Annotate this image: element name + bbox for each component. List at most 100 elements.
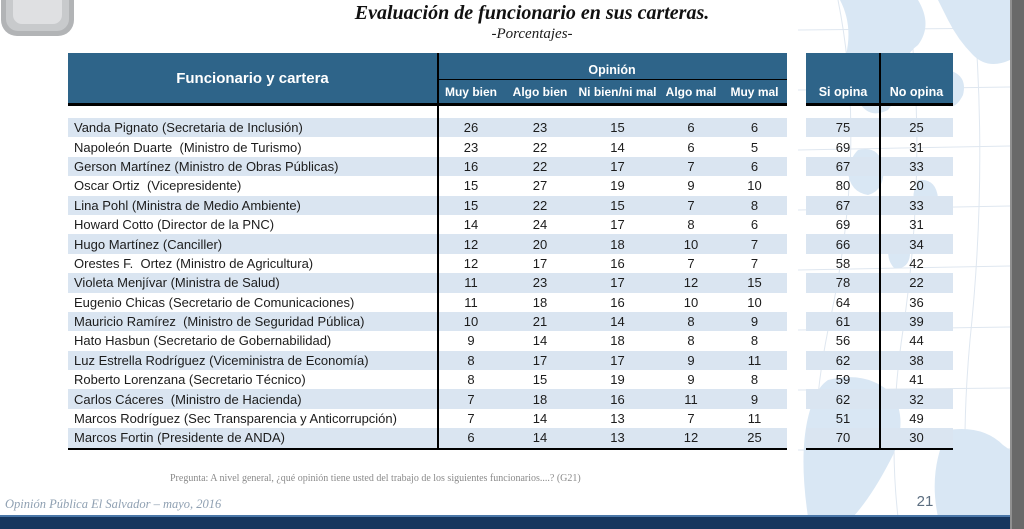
row-main: Mauricio Ramírez (Ministro de Seguridad … — [68, 311, 787, 332]
table-row: Mauricio Ramírez (Ministro de Seguridad … — [68, 311, 953, 332]
page-title: Evaluación de funcionario en sus cartera… — [354, 2, 710, 24]
table-row: Violeta Menjívar (Ministra de Salud) 11 … — [68, 273, 953, 293]
value-algo-mal: 6 — [687, 139, 695, 155]
row-main: Luz Estrella Rodríguez (Viceministra de … — [68, 350, 787, 371]
column-group-opinion: Opinión — [437, 53, 787, 80]
value-muy-bien: 14 — [463, 217, 479, 233]
value-muy-bien: 12 — [463, 255, 479, 271]
value-muy-bien: 15 — [463, 178, 479, 194]
row-main: Vanda Pignato (Secretaria de Inclusión) … — [68, 118, 787, 138]
funcionario-name: Marcos Rodríguez (Sec Transparencia y An… — [74, 411, 397, 427]
value-muy-mal: 11 — [747, 352, 762, 368]
funcionario-name: Gerson Martínez (Ministro de Obras Públi… — [74, 158, 339, 174]
value-si-opina: 67 — [835, 158, 851, 174]
value-muy-bien: 15 — [463, 197, 479, 213]
row-gap — [787, 234, 806, 253]
window-edge — [1010, 0, 1024, 529]
value-algo-bien: 23 — [532, 120, 548, 136]
row-main: Marcos Rodríguez (Sec Transparencia y An… — [68, 409, 787, 428]
value-algo-mal: 12 — [683, 275, 699, 291]
value-muy-bien: 6 — [467, 430, 475, 446]
row-gap — [787, 370, 806, 389]
value-muy-bien: 23 — [463, 139, 479, 155]
value-no-opina: 20 — [909, 178, 924, 194]
value-algo-bien: 24 — [532, 217, 548, 233]
value-no-opina: 22 — [909, 275, 924, 291]
value-si-opina: 59 — [835, 372, 851, 388]
value-muy-mal: 25 — [747, 430, 762, 446]
column-header-muy-bien: Muy bien — [444, 84, 497, 99]
value-algo-mal: 11 — [684, 391, 698, 407]
funcionario-name: Violeta Menjívar (Ministra de Salud) — [74, 275, 280, 291]
row-gap — [787, 215, 806, 234]
value-no-opina: 31 — [909, 217, 924, 233]
value-muy-mal: 8 — [750, 333, 759, 349]
value-muy-bien: 12 — [463, 236, 479, 252]
value-ni-bien-ni-mal: 19 — [610, 178, 625, 194]
row-main: Howard Cotto (Director de la PNC) 14 24 … — [68, 215, 787, 234]
row-main: Roberto Lorenzana (Secretario Técnico) 8… — [68, 370, 787, 389]
row-opina: 58 42 — [806, 254, 953, 273]
page-number: 21 — [916, 493, 934, 510]
table-row: Howard Cotto (Director de la PNC) 14 24 … — [68, 215, 953, 234]
funcionario-name: Orestes F. Ortez (Ministro de Agricultur… — [74, 255, 314, 271]
value-ni-bien-ni-mal: 17 — [610, 217, 625, 233]
value-si-opina: 80 — [835, 178, 851, 194]
value-si-opina: 75 — [835, 120, 851, 136]
table-row: Roberto Lorenzana (Secretario Técnico) 8… — [68, 370, 953, 389]
value-muy-mal: 15 — [747, 275, 762, 291]
value-algo-mal: 9 — [687, 352, 695, 368]
value-algo-mal: 9 — [687, 372, 695, 388]
table-bottom-border — [68, 448, 787, 450]
value-si-opina: 70 — [835, 430, 851, 446]
value-algo-bien: 18 — [532, 294, 548, 310]
row-gap — [787, 409, 806, 428]
value-si-opina: 66 — [835, 236, 851, 252]
value-algo-bien: 15 — [532, 372, 548, 388]
value-algo-mal: 7 — [687, 197, 695, 213]
funcionario-name: Oscar Ortiz (Vicepresidente) — [74, 178, 242, 194]
app-logo-icon — [1, 0, 74, 36]
column-header-algo-bien: Algo bien — [512, 84, 568, 99]
funcionario-name: Marcos Fortin (Presidente de ANDA) — [74, 430, 285, 446]
row-main: Lina Pohl (Ministra de Medio Ambiente) 1… — [68, 195, 787, 215]
column-header-muy-mal: Muy mal — [730, 84, 779, 99]
value-no-opina: 39 — [909, 314, 924, 330]
value-no-opina: 33 — [909, 197, 924, 213]
column-header-algo-mal: Algo mal — [665, 84, 717, 99]
value-muy-bien: 26 — [463, 120, 479, 136]
value-algo-mal: 10 — [683, 236, 699, 252]
divider-si-no — [879, 53, 881, 450]
table-row: Carlos Cáceres (Ministro de Hacienda) 7 … — [68, 389, 953, 409]
value-ni-bien-ni-mal: 16 — [610, 294, 625, 310]
value-no-opina: 33 — [909, 158, 924, 174]
value-ni-bien-ni-mal: 18 — [610, 236, 625, 252]
value-si-opina: 56 — [835, 333, 851, 349]
value-algo-bien: 22 — [532, 139, 548, 155]
row-gap — [787, 196, 806, 215]
value-no-opina: 49 — [909, 411, 924, 427]
value-si-opina: 62 — [835, 352, 851, 368]
value-ni-bien-ni-mal: 13 — [610, 411, 625, 427]
footer-source: Opinión Pública El Salvador – mayo, 2016 — [5, 497, 222, 511]
value-muy-bien: 10 — [463, 314, 479, 330]
value-ni-bien-ni-mal: 14 — [610, 314, 625, 330]
row-gap — [787, 254, 806, 273]
value-muy-mal: 6 — [750, 158, 759, 174]
value-no-opina: 41 — [909, 372, 924, 388]
value-muy-bien: 9 — [467, 333, 475, 349]
value-algo-mal: 8 — [687, 333, 695, 349]
value-algo-bien: 22 — [532, 197, 548, 213]
value-muy-bien: 7 — [467, 411, 475, 427]
value-no-opina: 36 — [909, 294, 924, 310]
table-body: Vanda Pignato (Secretaria de Inclusión) … — [68, 118, 953, 448]
value-muy-mal: 8 — [750, 197, 759, 213]
column-header-si-opina: Si opina — [818, 85, 868, 99]
value-algo-mal: 9 — [687, 178, 695, 194]
row-gap — [787, 351, 806, 370]
value-muy-mal: 5 — [750, 139, 759, 155]
value-muy-bien: 7 — [467, 391, 475, 407]
value-si-opina: 58 — [835, 255, 851, 271]
table-row: Orestes F. Ortez (Ministro de Agricultur… — [68, 254, 953, 273]
